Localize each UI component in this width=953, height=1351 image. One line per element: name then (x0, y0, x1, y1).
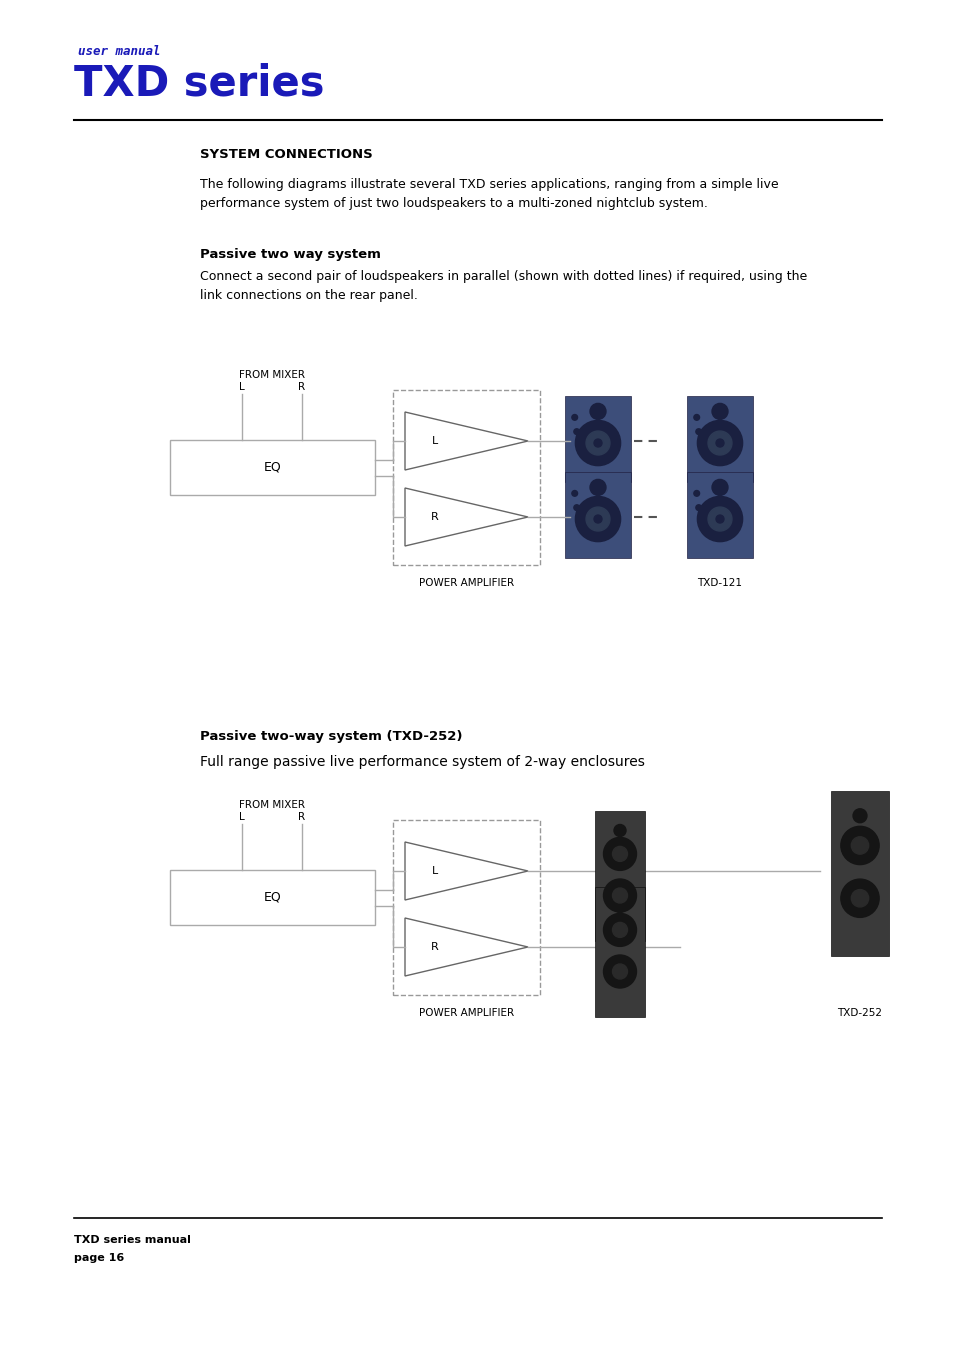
Circle shape (585, 431, 609, 455)
Text: FROM MIXER: FROM MIXER (239, 370, 305, 380)
Bar (393, 820, 539, 994)
Circle shape (574, 505, 579, 511)
Bar (170, 870, 375, 925)
Circle shape (571, 415, 577, 420)
Polygon shape (405, 917, 527, 975)
Bar (595, 811, 644, 942)
Circle shape (585, 507, 609, 531)
Bar (686, 471, 753, 558)
Bar (564, 396, 631, 481)
Circle shape (594, 515, 601, 523)
Circle shape (697, 496, 741, 542)
Circle shape (695, 428, 700, 435)
Circle shape (707, 507, 731, 531)
Circle shape (697, 420, 741, 466)
Circle shape (603, 955, 636, 988)
Circle shape (603, 880, 636, 912)
Circle shape (589, 404, 605, 419)
Text: TXD series: TXD series (74, 62, 324, 104)
Text: R: R (298, 382, 305, 392)
Circle shape (589, 480, 605, 496)
Text: Passive two way system: Passive two way system (200, 249, 380, 261)
Circle shape (614, 901, 625, 912)
Text: R: R (298, 812, 305, 821)
Bar (595, 888, 644, 1017)
Circle shape (840, 827, 879, 865)
Text: POWER AMPLIFIER: POWER AMPLIFIER (418, 578, 514, 588)
Circle shape (571, 490, 577, 496)
Text: TXD-121: TXD-121 (697, 578, 741, 588)
Text: TXD-252: TXD-252 (837, 1008, 882, 1019)
Text: page 16: page 16 (74, 1252, 124, 1263)
Circle shape (850, 889, 868, 907)
Circle shape (840, 880, 879, 917)
Circle shape (852, 809, 866, 823)
Text: R: R (431, 512, 438, 521)
Bar (686, 396, 753, 481)
Circle shape (614, 824, 625, 836)
Text: L: L (432, 866, 437, 875)
Bar (564, 471, 631, 558)
Circle shape (695, 505, 700, 511)
Text: EQ: EQ (263, 461, 281, 474)
Text: POWER AMPLIFIER: POWER AMPLIFIER (418, 1008, 514, 1019)
Text: L: L (239, 812, 245, 821)
Polygon shape (405, 842, 527, 900)
Bar (393, 390, 539, 565)
Bar (830, 790, 888, 957)
Text: FROM MIXER: FROM MIXER (239, 800, 305, 811)
Text: L: L (432, 436, 437, 446)
Text: L: L (239, 382, 245, 392)
Circle shape (612, 923, 627, 938)
Circle shape (711, 404, 727, 419)
Circle shape (612, 965, 627, 979)
Circle shape (716, 515, 723, 523)
Circle shape (612, 888, 627, 902)
Text: The following diagrams illustrate several TXD series applications, ranging from : The following diagrams illustrate severa… (200, 178, 778, 209)
Text: Passive two-way system (TXD-252): Passive two-way system (TXD-252) (200, 730, 462, 743)
Circle shape (594, 439, 601, 447)
Bar (170, 440, 375, 494)
Text: SYSTEM CONNECTIONS: SYSTEM CONNECTIONS (200, 149, 373, 161)
Circle shape (603, 913, 636, 947)
Circle shape (711, 480, 727, 496)
Circle shape (575, 420, 620, 466)
Circle shape (693, 490, 699, 496)
Polygon shape (405, 488, 527, 546)
Text: user manual: user manual (78, 45, 160, 58)
Circle shape (850, 836, 868, 854)
Circle shape (716, 439, 723, 447)
Circle shape (612, 846, 627, 862)
Text: Connect a second pair of loudspeakers in parallel (shown with dotted lines) if r: Connect a second pair of loudspeakers in… (200, 270, 806, 301)
Text: EQ: EQ (263, 892, 281, 904)
Text: R: R (431, 942, 438, 952)
Polygon shape (405, 412, 527, 470)
Circle shape (707, 431, 731, 455)
Circle shape (575, 496, 620, 542)
Text: TXD series manual: TXD series manual (74, 1235, 191, 1246)
Circle shape (693, 415, 699, 420)
Circle shape (574, 428, 579, 435)
Text: Full range passive live performance system of 2-way enclosures: Full range passive live performance syst… (200, 755, 644, 769)
Circle shape (603, 838, 636, 870)
